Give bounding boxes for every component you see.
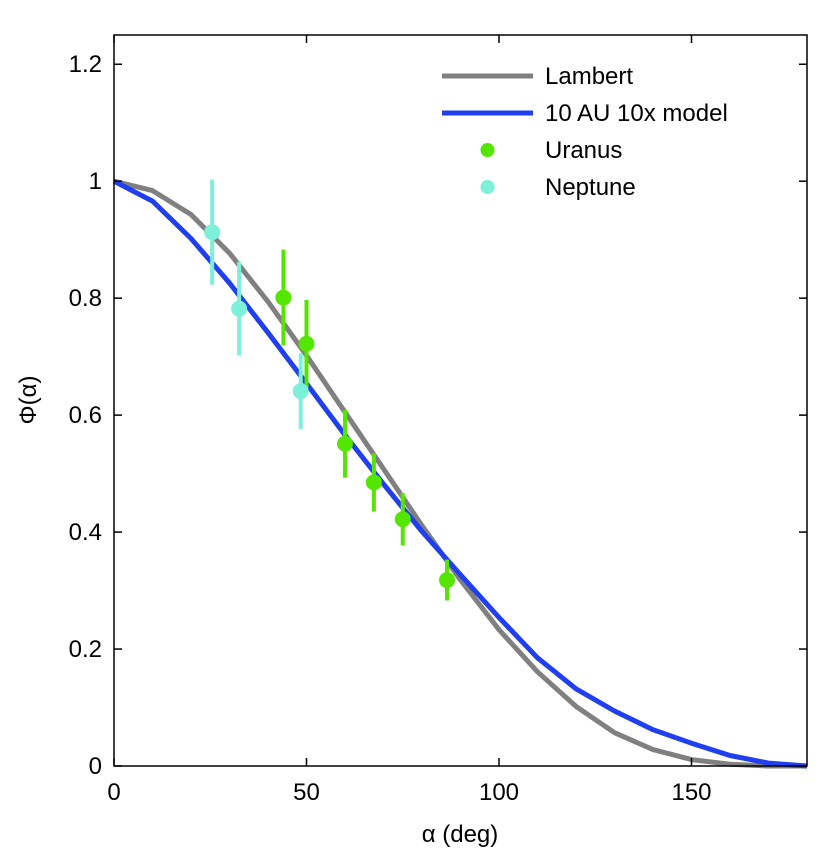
x-tick-label: 50 xyxy=(293,779,320,806)
data-point-uranus xyxy=(337,435,353,452)
data-point-uranus xyxy=(275,289,292,306)
x-tick-label: 100 xyxy=(479,779,519,806)
x-axis-label: α (deg) xyxy=(422,821,499,848)
series-line-10-au-10x-model xyxy=(112,178,808,769)
legend-label-10-au-10x-model: 10 AU 10x model xyxy=(545,100,728,127)
y-tick-label: 0.8 xyxy=(69,285,102,312)
legend-label-neptune: Neptune xyxy=(545,174,636,201)
legend-label-uranus: Uranus xyxy=(545,137,622,164)
y-tick-label: 1 xyxy=(89,168,102,195)
data-point-uranus xyxy=(439,572,456,589)
legend-label-lambert: Lambert xyxy=(545,63,633,90)
axis-ticks: 0 50 100 150 0 0.2 0.4 0.6 0.8 1 1.2 xyxy=(69,35,807,806)
data-point-neptune xyxy=(204,224,221,241)
data-point-uranus xyxy=(298,335,315,352)
legend-swatch-uranus xyxy=(480,143,495,157)
data-point-uranus xyxy=(365,474,382,491)
y-tick-label: 0 xyxy=(89,753,102,780)
x-tick-label: 0 xyxy=(107,779,120,806)
plot-frame xyxy=(113,34,808,767)
y-tick-label: 1.2 xyxy=(69,51,102,78)
legend: Lambert 10 AU 10x model Uranus Neptune xyxy=(442,63,728,201)
data-point-uranus xyxy=(394,511,411,528)
y-axis-label: Φ(α) xyxy=(15,375,42,424)
legend-swatch-neptune xyxy=(480,180,495,194)
data-point-neptune xyxy=(231,300,248,317)
data-point-neptune xyxy=(292,383,309,400)
x-tick-label: 150 xyxy=(671,779,711,806)
y-tick-label: 0.6 xyxy=(69,402,102,429)
y-tick-label: 0.2 xyxy=(69,636,102,663)
y-tick-label: 0.4 xyxy=(69,519,102,546)
plot-area xyxy=(112,178,808,769)
